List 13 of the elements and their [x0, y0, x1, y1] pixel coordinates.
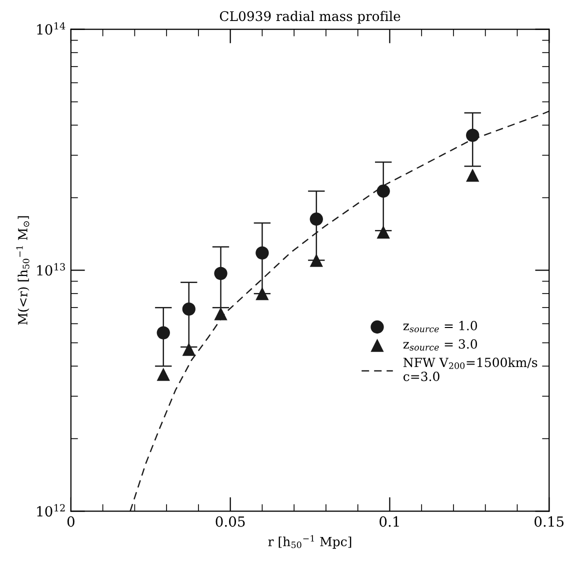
- legend-label: z$_{source}$ = 3.0: [403, 339, 478, 351]
- legend-label: z$_{source}$ = 1.0: [403, 320, 478, 332]
- y-tick-label: 10$^{14}$: [37, 22, 66, 35]
- x-tick-label: 0: [67, 516, 74, 527]
- x-axis-title: r [h$_{50}$$^{−1}$ Mpc]: [268, 535, 352, 549]
- x-tick-label: 0.15: [534, 516, 564, 527]
- y-tick-label: 10$^{13}$: [37, 263, 65, 276]
- text: NFW V$_{200}$=1500km/s c=3.0: [403, 357, 538, 382]
- x-tick-label: 0.05: [216, 516, 245, 527]
- y-axis-title: M(<r) [h$_{50}$$^{−1}$ M$_{⊙}$]: [16, 216, 30, 325]
- y-tick-label: 10$^{12}$: [37, 504, 65, 517]
- chart-title: CL0939 radial mass profile: [220, 10, 400, 24]
- x-tick-label: 0.1: [380, 516, 399, 527]
